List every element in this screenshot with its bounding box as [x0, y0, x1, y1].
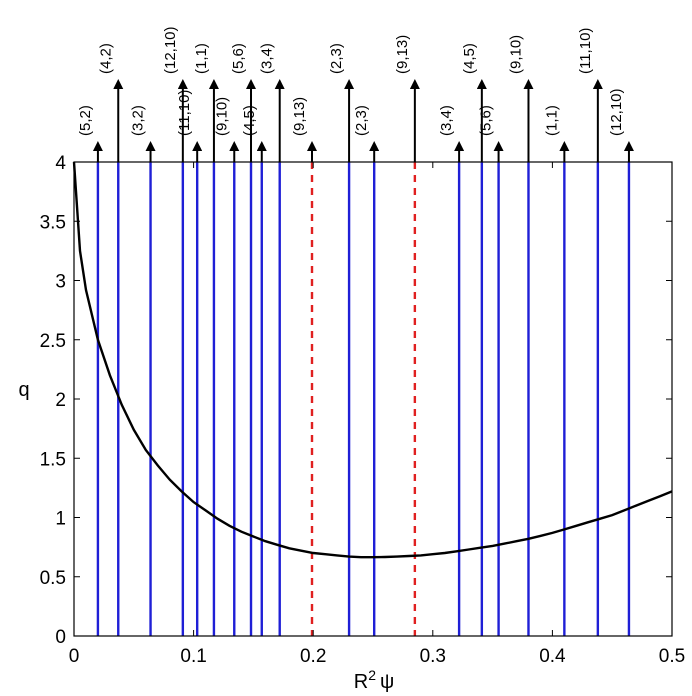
resonance-label: (3,4) [438, 105, 455, 136]
y-tick-label: 3 [55, 272, 66, 293]
resonance-label: (11,10) [577, 28, 594, 74]
y-tick-label: 2.5 [40, 331, 66, 352]
resonance-label: (3,4) [259, 43, 276, 74]
x-tick-label: 0.3 [420, 646, 446, 667]
resonance-label: (12,10) [162, 26, 179, 74]
y-axis: 0 0.5 1 1.5 2 2.5 3 3.5 4 [40, 153, 672, 648]
y-tick-label: 1 [55, 509, 66, 530]
resonance-label: (5,6) [230, 43, 247, 74]
x-axis: 0 0.1 0.2 0.3 0.4 0.5 [69, 162, 685, 667]
resonance-label: (9,10) [507, 35, 524, 74]
resonance-label: (2,3) [353, 105, 370, 136]
resonance-label: (2,3) [328, 43, 345, 74]
resonance-label: (12,10) [608, 88, 625, 136]
resonance-label: (5,2) [77, 105, 94, 136]
y-tick-label: 2 [55, 390, 66, 411]
resonance-arrows: (5,2)(4,2)(3,2)(12,10)(11,10)(1,1)(9,10)… [77, 26, 634, 162]
resonance-label: (1,1) [543, 105, 560, 136]
x-tick-label: 0.1 [180, 646, 206, 667]
resonance-label: (3,2) [130, 105, 147, 136]
resonance-label: (4,5) [241, 105, 258, 136]
resonance-label: (9,13) [291, 97, 308, 136]
resonance-label: (4,2) [97, 43, 114, 74]
y-tick-label: 0 [55, 627, 66, 648]
q-profile-series [72, 161, 673, 559]
resonance-label: (4,5) [461, 43, 478, 74]
resonance-label: (1,1) [193, 43, 210, 74]
x-axis-title: R2 ψ [354, 667, 395, 693]
y-tick-label: 1.5 [40, 449, 66, 470]
resonance-label: (9,13) [394, 35, 411, 74]
y-tick-label: 3.5 [40, 212, 66, 233]
x-tick-label: 0.5 [659, 646, 685, 667]
y-axis-title: q [18, 379, 29, 401]
resonance-label: (5,6) [478, 105, 495, 136]
resonance-lines [96, 162, 631, 636]
x-tick-label: 0 [69, 646, 80, 667]
y-tick-label: 0.5 [40, 568, 66, 589]
q-profile-line [72, 161, 673, 559]
resonance-label: (11,10) [176, 90, 193, 136]
x-tick-label: 0.2 [300, 646, 326, 667]
resonance-label: (9,10) [213, 97, 230, 136]
y-tick-label: 4 [55, 153, 66, 174]
x-tick-label: 0.4 [539, 646, 566, 667]
